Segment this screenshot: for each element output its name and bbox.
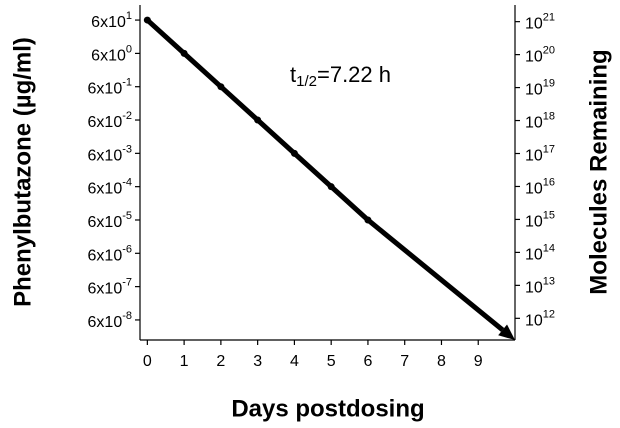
y-tick-label: 6x10-3	[88, 143, 132, 164]
y-tick-label-base: 6x10	[91, 48, 126, 65]
y-tick-label-exponent: -2	[122, 110, 132, 122]
y-tick-label-exponent: -5	[122, 210, 132, 222]
y-tick-label: 6x10-1	[88, 77, 132, 98]
y2-tick-label: 1020	[525, 45, 555, 66]
y2-tick-label: 1012	[525, 308, 555, 329]
y2-tick-label-exponent: 20	[543, 45, 555, 57]
y2-tick-label: 1016	[525, 176, 555, 197]
y-tick-label: 6x100	[91, 43, 132, 64]
y-tick-label-exponent: -1	[122, 77, 132, 89]
y2-tick-label-exponent: 19	[543, 77, 555, 89]
y-tick-label-base: 6x10	[88, 214, 123, 231]
y-tick-label-exponent: -3	[122, 143, 132, 155]
trend-extension	[366, 218, 505, 332]
annotation-text: =7.22 h	[317, 62, 391, 87]
y-tick-label-exponent: -8	[122, 310, 132, 322]
y-tick-label: 6x10-8	[88, 310, 132, 331]
x-axis-label: Days postdosing	[231, 395, 424, 422]
data-point	[217, 83, 225, 91]
y2-tick-label: 1017	[525, 143, 555, 164]
x-tick-label: 6	[363, 353, 372, 370]
y2-tick-label-base: 10	[525, 313, 543, 330]
y2-tick-label-exponent: 13	[543, 275, 555, 287]
x-tick-label: 0	[143, 353, 152, 370]
x-tick-label: 9	[474, 353, 483, 370]
y2-tick-label: 1015	[525, 209, 555, 230]
y-tick-label-exponent: -6	[122, 243, 132, 255]
y2-tick-label-base: 10	[525, 82, 543, 99]
y-tick-label-base: 6x10	[88, 248, 123, 265]
x-tick-label: 1	[180, 353, 189, 370]
y2-tick-label-base: 10	[525, 247, 543, 264]
y-tick-label-base: 6x10	[88, 81, 123, 98]
y-tick-label-exponent: -4	[122, 177, 132, 189]
x-tick-label: 2	[216, 353, 225, 370]
y2-tick-label-exponent: 14	[543, 242, 555, 254]
y2-tick-label-base: 10	[525, 148, 543, 165]
y-tick-label-base: 6x10	[88, 314, 123, 331]
data-point	[364, 216, 372, 224]
y2-tick-label-exponent: 15	[543, 209, 555, 221]
x-tick-label: 4	[290, 353, 299, 370]
y-tick-label: 6x10-4	[88, 177, 132, 198]
y2-tick-label-base: 10	[525, 16, 543, 33]
y-tick-label-base: 6x10	[91, 14, 126, 31]
y2-tick-label: 1013	[525, 275, 555, 296]
y2-tick-label-base: 10	[525, 181, 543, 198]
x-tick-label: 3	[253, 353, 262, 370]
data-point	[327, 183, 335, 191]
y-tick-label-exponent: 1	[126, 10, 132, 22]
y2-tick-label: 1014	[525, 242, 555, 263]
annotation-base: t	[290, 62, 296, 87]
y-axis-label: Phenylbutazone (µg/ml)	[9, 37, 36, 307]
data-point	[290, 149, 298, 157]
y2-tick-label-exponent: 16	[543, 176, 555, 188]
data-point	[180, 49, 188, 57]
x-tick-label: 5	[327, 353, 336, 370]
y-tick-label-base: 6x10	[88, 114, 123, 131]
data-point	[254, 116, 262, 124]
y2-tick-label: 1021	[525, 12, 555, 33]
y-tick-label: 6x10-5	[88, 210, 132, 231]
y2-tick-label-base: 10	[525, 280, 543, 297]
y2-tick-label: 1019	[525, 77, 555, 98]
y2-axis-label: Molecules Remaining	[585, 49, 612, 294]
y2-tick-label-exponent: 17	[543, 143, 555, 155]
annotation-sub: 1/2	[296, 73, 317, 90]
y-tick-label-base: 6x10	[88, 181, 123, 198]
y-tick-label-exponent: -7	[122, 277, 132, 289]
y-tick-label-exponent: 0	[126, 43, 132, 55]
y2-tick-label-base: 10	[525, 49, 543, 66]
y2-tick-label: 1018	[525, 110, 555, 131]
y2-tick-label-base: 10	[525, 115, 543, 132]
x-tick-label: 7	[400, 353, 409, 370]
x-tick-label: 8	[437, 353, 446, 370]
data-point	[143, 16, 151, 24]
y-tick-label: 6x101	[91, 10, 132, 31]
y2-tick-label-exponent: 18	[543, 110, 555, 122]
arrow-head	[498, 324, 515, 340]
y-tick-label: 6x10-2	[88, 110, 132, 131]
y-tick-label: 6x10-6	[88, 243, 132, 264]
y2-tick-label-exponent: 21	[543, 12, 555, 24]
y2-tick-label-exponent: 12	[543, 308, 555, 320]
y-tick-label: 6x10-7	[88, 277, 132, 298]
y2-tick-label-base: 10	[525, 214, 543, 231]
annotation: t1/2=7.22 h	[290, 62, 391, 90]
y-tick-label-base: 6x10	[88, 148, 123, 165]
y-tick-label-base: 6x10	[88, 281, 123, 298]
